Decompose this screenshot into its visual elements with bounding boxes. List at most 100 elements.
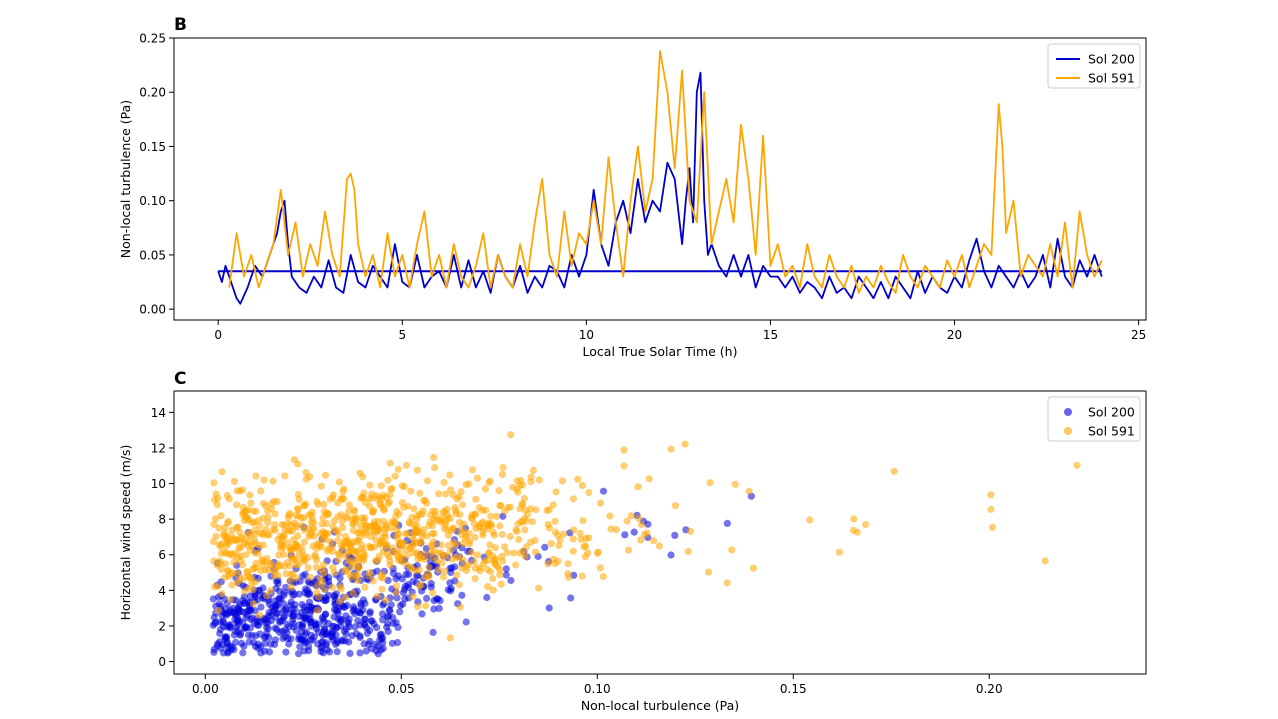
data-point	[305, 598, 313, 606]
data-point	[987, 491, 995, 499]
data-point	[340, 538, 348, 546]
data-point	[396, 602, 405, 610]
data-point	[535, 476, 543, 484]
data-point	[435, 490, 443, 498]
data-point	[495, 487, 503, 495]
data-point	[476, 564, 484, 572]
data-point	[569, 547, 577, 555]
data-point	[328, 543, 336, 551]
data-point	[429, 589, 437, 597]
data-point	[287, 583, 295, 591]
data-point	[357, 494, 365, 502]
data-point	[421, 555, 429, 563]
x-tick-label: 20	[947, 328, 962, 342]
data-point	[401, 595, 409, 603]
data-point	[359, 473, 367, 481]
data-point	[264, 625, 272, 633]
data-point	[285, 640, 293, 648]
data-point	[259, 584, 267, 592]
data-point	[280, 612, 288, 621]
data-point	[273, 498, 281, 506]
data-point	[501, 507, 509, 515]
data-point	[369, 577, 377, 585]
data-point	[370, 518, 378, 526]
data-point	[427, 548, 435, 556]
data-point	[218, 468, 226, 476]
data-point	[497, 502, 505, 510]
data-point	[385, 606, 393, 614]
data-point	[272, 600, 281, 609]
data-point	[313, 588, 321, 597]
data-point	[313, 606, 321, 614]
data-point	[429, 541, 437, 550]
data-point	[578, 572, 586, 580]
data-point	[273, 625, 281, 633]
data-point	[292, 574, 300, 582]
data-point	[340, 495, 348, 503]
data-point	[344, 618, 352, 626]
data-point	[403, 529, 411, 537]
data-point	[253, 617, 262, 625]
data-point	[558, 477, 567, 485]
data-point	[430, 605, 438, 613]
data-point	[295, 560, 303, 569]
data-point	[227, 532, 235, 540]
data-point	[399, 589, 407, 597]
data-point	[728, 546, 736, 554]
data-point	[212, 515, 220, 523]
data-point	[328, 622, 336, 631]
data-point	[302, 500, 310, 508]
data-point	[362, 647, 370, 655]
data-point	[290, 456, 298, 464]
data-point	[340, 485, 348, 493]
panel-c: C 0.00 0.05 0.10 0.15 0.20 0 2 4 6 8 10 12 14 Non-loca…	[118, 369, 1147, 713]
data-point	[560, 530, 568, 538]
data-point	[515, 535, 523, 544]
data-point	[271, 510, 279, 518]
data-point	[409, 549, 417, 557]
data-point	[241, 538, 249, 546]
data-point	[294, 532, 302, 540]
data-point	[382, 525, 390, 533]
data-point	[267, 640, 275, 648]
data-point	[230, 558, 238, 567]
data-point	[350, 507, 359, 515]
data-point	[506, 503, 514, 511]
data-point	[221, 529, 229, 537]
data-point	[355, 564, 363, 572]
legend-marker	[1064, 408, 1072, 416]
data-point	[989, 523, 997, 532]
data-point	[655, 542, 664, 550]
data-point	[329, 494, 337, 502]
data-point	[308, 525, 316, 533]
data-point	[233, 623, 241, 631]
data-point	[221, 560, 229, 568]
legend-label: Sol 200	[1088, 405, 1135, 420]
data-point	[467, 549, 475, 557]
data-point	[290, 519, 298, 527]
data-point	[269, 477, 277, 485]
data-point	[446, 547, 454, 555]
data-point	[216, 629, 224, 638]
data-point	[529, 466, 538, 474]
data-point	[423, 499, 431, 507]
data-point	[245, 572, 253, 580]
data-point	[465, 540, 473, 548]
data-point	[862, 520, 870, 529]
data-point	[440, 524, 448, 532]
data-point	[252, 472, 260, 480]
data-point	[259, 541, 267, 549]
data-point	[245, 638, 253, 646]
y-tick-label: 0.05	[139, 248, 166, 262]
data-point	[235, 607, 243, 615]
data-point	[853, 528, 861, 536]
data-point	[319, 649, 327, 657]
data-point	[523, 517, 531, 525]
data-point	[425, 521, 433, 530]
data-point	[554, 531, 562, 539]
data-point	[325, 573, 333, 582]
data-point	[491, 560, 499, 568]
data-point	[276, 617, 284, 625]
data-point	[295, 495, 303, 504]
